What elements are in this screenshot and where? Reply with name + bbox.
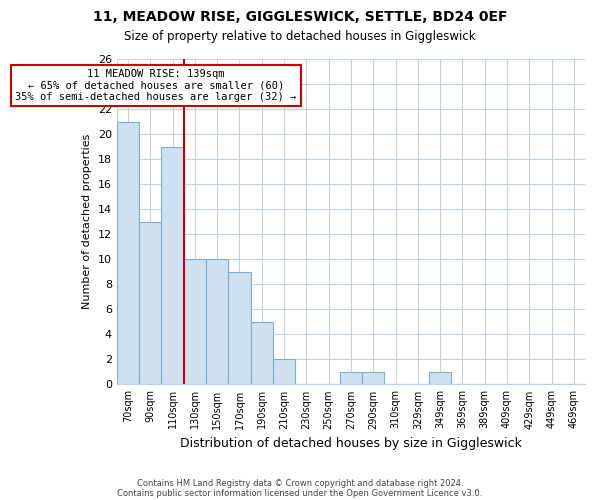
Text: Contains HM Land Registry data © Crown copyright and database right 2024.: Contains HM Land Registry data © Crown c… bbox=[137, 478, 463, 488]
Bar bbox=[117, 122, 139, 384]
Text: 11, MEADOW RISE, GIGGLESWICK, SETTLE, BD24 0EF: 11, MEADOW RISE, GIGGLESWICK, SETTLE, BD… bbox=[93, 10, 507, 24]
Y-axis label: Number of detached properties: Number of detached properties bbox=[82, 134, 92, 310]
Bar bbox=[229, 272, 251, 384]
Text: Contains public sector information licensed under the Open Government Licence v3: Contains public sector information licen… bbox=[118, 488, 482, 498]
Bar bbox=[362, 372, 385, 384]
X-axis label: Distribution of detached houses by size in Giggleswick: Distribution of detached houses by size … bbox=[180, 437, 522, 450]
Bar bbox=[184, 260, 206, 384]
Bar bbox=[340, 372, 362, 384]
Text: Size of property relative to detached houses in Giggleswick: Size of property relative to detached ho… bbox=[124, 30, 476, 43]
Bar bbox=[139, 222, 161, 384]
Text: 11 MEADOW RISE: 139sqm
← 65% of detached houses are smaller (60)
35% of semi-det: 11 MEADOW RISE: 139sqm ← 65% of detached… bbox=[15, 69, 296, 102]
Bar bbox=[429, 372, 451, 384]
Bar bbox=[206, 260, 229, 384]
Bar bbox=[251, 322, 273, 384]
Bar bbox=[273, 360, 295, 384]
Bar bbox=[161, 146, 184, 384]
